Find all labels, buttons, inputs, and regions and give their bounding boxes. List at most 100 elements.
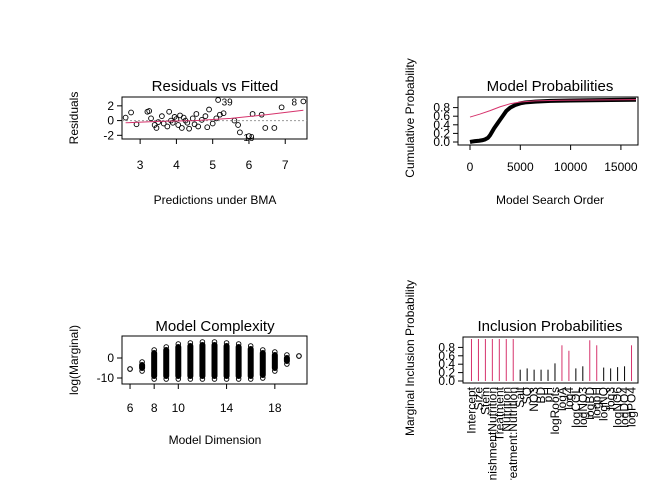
- complexity-column: [259, 350, 266, 378]
- complexity-point: [139, 359, 145, 365]
- inclusion-category-label: logA: [555, 387, 569, 411]
- complexity-point: [175, 376, 182, 382]
- inclusion-frame: [462, 336, 639, 384]
- complexity-ylabel: log(Marginal): [67, 325, 81, 395]
- inclusion-title: Inclusion Probabilities: [477, 318, 622, 335]
- resid-point: [204, 124, 211, 131]
- resid-point: [175, 122, 182, 128]
- inclusion-category-label: Nutrition: [499, 387, 513, 432]
- inclusion-ytick-label: 0.0: [438, 374, 455, 388]
- complexity-point: [235, 341, 242, 347]
- complexity-point: [247, 343, 254, 349]
- complexity-column: [199, 342, 206, 379]
- resid-point: [215, 97, 221, 103]
- resid-xlabel: Predictions under BMA: [154, 193, 277, 207]
- inclusion-ytick-label: 0.8: [438, 340, 455, 354]
- complexity-column: [151, 350, 158, 379]
- probs-xtick-label: 10000: [554, 160, 588, 174]
- inclusion-category-label: pH: [541, 387, 555, 402]
- resid-xtick-label: 5: [209, 158, 216, 172]
- resid-point: [278, 104, 285, 111]
- complexity-column: [187, 343, 194, 379]
- resid-xtick-label: 7: [282, 158, 289, 172]
- resid-point: [209, 120, 216, 127]
- inclusion-category-label: logRoots: [548, 387, 562, 434]
- resid-xtick-label: 6: [246, 158, 253, 172]
- resid-point: [173, 116, 180, 122]
- resid-point: [186, 125, 192, 132]
- probs-ytick-label: 0.6: [433, 109, 450, 123]
- resid-point: [237, 129, 243, 136]
- complexity-point: [272, 349, 278, 355]
- complexity-point: [187, 376, 194, 382]
- inclusion-ytick-label: 0.2: [438, 366, 455, 380]
- resid-ytick-label: 0: [107, 114, 114, 128]
- resid-title: Residuals vs Fitted: [152, 78, 279, 95]
- resid-point: [195, 123, 202, 130]
- inclusion-category-label: SQ: [520, 387, 534, 404]
- complexity-point: [163, 376, 169, 382]
- inclusion-category-label: Stem: [478, 387, 492, 415]
- complexity-point: [284, 361, 290, 367]
- resid-ytick-label: 2: [107, 99, 114, 113]
- probs-xtick-label: 5000: [507, 160, 534, 174]
- resid-point: [271, 125, 278, 131]
- complexity-column: [223, 343, 230, 379]
- resid-point: [235, 122, 241, 128]
- resid-point: [300, 98, 307, 105]
- inclusion-category-label: Intercept: [464, 386, 478, 433]
- complexity-column: [163, 347, 170, 379]
- inclusion-marks: 0.00.20.40.60.8 InterceptSizeStemGarnishm…: [438, 339, 639, 480]
- complexity-point: [151, 347, 157, 353]
- inclusion-ytick-label: 0.6: [438, 349, 455, 363]
- complexity-point: [284, 352, 290, 358]
- inclusion-category-label: log3: [604, 387, 618, 410]
- resid-point: [202, 113, 209, 120]
- complexity-point: [139, 368, 145, 374]
- resid-point: [155, 119, 162, 125]
- inclusion-category-label: log4: [562, 387, 576, 410]
- inclusion-category-label: logNO3: [576, 387, 590, 428]
- inclusion-category-label: Treatment: [492, 386, 506, 441]
- complexity-title: Model Complexity: [155, 318, 275, 335]
- complexity-point: [260, 347, 266, 353]
- complexity-point: [296, 353, 302, 359]
- complexity-point: [175, 341, 182, 347]
- resid-point: [153, 125, 160, 131]
- inclusion-category-label: NO3: [527, 387, 541, 412]
- resid-point: [180, 114, 187, 121]
- panel-residuals: Residuals vs Fitted 3 4 5 6 7 -202 39 8 19 Predi…: [67, 78, 308, 207]
- probs-xtick-label: 15000: [604, 160, 638, 174]
- inclusion-category-label: GarnishmentNutrition: [485, 387, 499, 480]
- complexity-marks: 6 8 10 14 18 -10 0: [97, 339, 302, 415]
- inclusion-category-label: logPO4: [625, 387, 639, 427]
- resid-ylabel: Residuals: [67, 92, 81, 145]
- resid-point: [206, 106, 212, 113]
- complexity-point: [272, 368, 278, 374]
- inclusion-category-label: logBD: [583, 387, 597, 420]
- complexity-point: [199, 376, 206, 382]
- inclusion-category-label: BD: [534, 387, 548, 404]
- complexity-xtick-label: 10: [172, 401, 186, 415]
- resid-point: [122, 114, 129, 121]
- complexity-point: [199, 339, 206, 345]
- resid-point: [128, 109, 134, 116]
- complexity-column: [211, 342, 218, 379]
- resid-point: [166, 108, 173, 115]
- probs-frame: [457, 96, 639, 146]
- complexity-point: [151, 376, 157, 382]
- panel-model-complexity: Model Complexity 6 8 10 14 18 -10 0 Model Dime…: [67, 318, 308, 447]
- complexity-xtick-label: 6: [127, 401, 134, 415]
- resid-frame: [121, 96, 308, 140]
- complexity-column: [175, 344, 182, 379]
- complexity-point: [247, 376, 254, 382]
- resid-point: [246, 133, 252, 139]
- inclusion-category-label: Salt: [513, 386, 527, 407]
- complexity-ytick-label: -10: [97, 371, 115, 385]
- probs-xtick-label: 0: [467, 160, 474, 174]
- probs-ytick-label: 0.8: [433, 101, 450, 115]
- probs-cumulative-curve: [469, 97, 637, 144]
- resid-point-label: 19: [243, 133, 255, 144]
- complexity-point: [260, 375, 266, 381]
- resid-point: [262, 125, 269, 131]
